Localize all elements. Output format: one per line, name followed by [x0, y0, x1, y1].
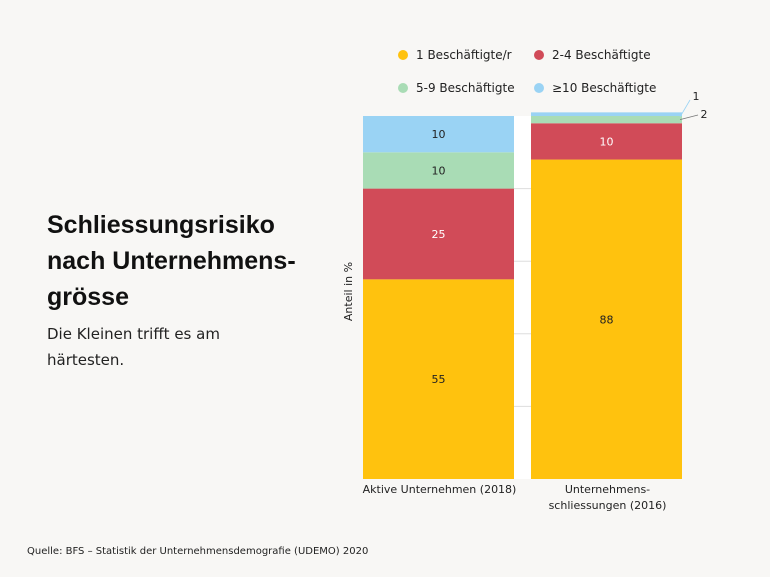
legend-label: 1 Beschäftigte/r [416, 48, 512, 62]
legend-item-1: 1 Beschäftigte/r [398, 48, 512, 62]
legend-dot-icon [398, 50, 408, 60]
x-tick-label: schliessungen (2016) [549, 499, 667, 512]
legend-dot-icon [398, 83, 408, 93]
callout-line [679, 114, 699, 121]
legend-label: ≥10 Beschäftigte [552, 81, 657, 95]
callout-line [679, 99, 691, 118]
bar-segment [531, 112, 682, 116]
subtitle: Die Kleinen trifft es am härtesten. [47, 325, 220, 369]
bar-segment [363, 116, 514, 153]
bar-segment [531, 159, 682, 479]
data-label: 10 [432, 164, 446, 177]
bar-segment [363, 279, 514, 479]
bar-segment [531, 123, 682, 160]
x-tick-label: Aktive Unternehmen (2018) [363, 483, 517, 496]
page-title: Schliessungsrisiko nach Unternehmens-grö… [47, 211, 296, 311]
bar-segment [531, 116, 682, 124]
legend-item-3: 5-9 Beschäftigte [398, 81, 515, 95]
legend-dot-icon [534, 50, 544, 60]
data-label: 10 [432, 128, 446, 141]
data-label: 88 [600, 313, 614, 326]
data-label: 1 [693, 90, 700, 103]
bar-segment [363, 152, 514, 189]
legend-label: 2-4 Beschäftigte [552, 48, 651, 62]
source-note: Quelle: BFS – Statistik der Unternehmens… [27, 546, 369, 557]
legend-label: 5-9 Beschäftigte [416, 81, 515, 95]
legend-item-2: 2-4 Beschäftigte [534, 48, 651, 62]
bar-segment [363, 188, 514, 280]
x-tick-label: Unternehmens- [565, 483, 650, 496]
legend-dot-icon [534, 83, 544, 93]
y-axis-label: Anteil in % [342, 262, 355, 321]
legend-item-4: ≥10 Beschäftigte [534, 81, 656, 95]
data-label: 25 [432, 228, 446, 241]
data-label: 2 [701, 108, 708, 121]
data-label: 55 [432, 373, 446, 386]
data-label: 10 [600, 135, 614, 148]
